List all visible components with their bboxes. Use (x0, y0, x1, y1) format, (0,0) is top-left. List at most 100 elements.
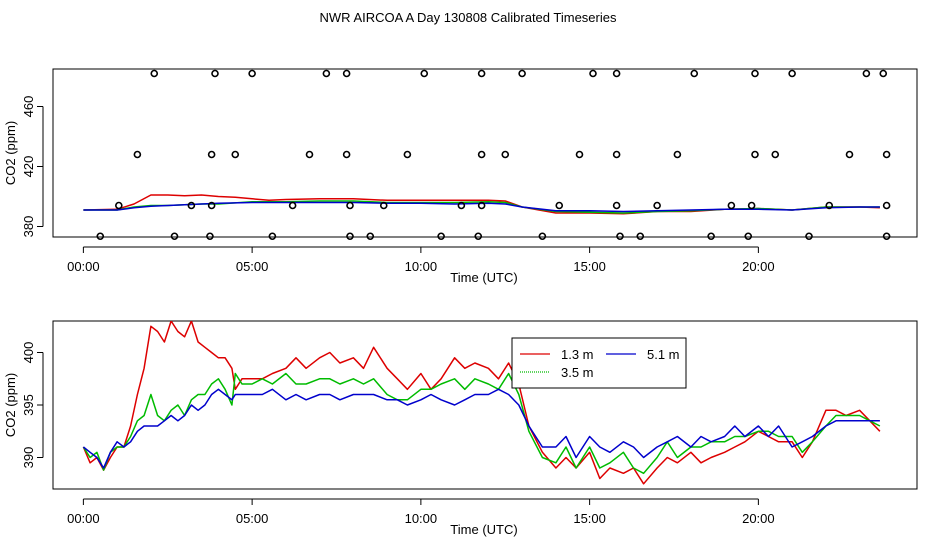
axis-ticks-top: 00:00 05:00 10:00 15:00 20:00 380 420 460 (21, 96, 775, 274)
outlier-point-58 (805, 232, 813, 241)
outlier-point-16 (207, 150, 216, 159)
outlier-point-41 (727, 201, 736, 210)
y-tick-label-0-1: 420 (21, 156, 36, 178)
x-tick-label-1-1: 05:00 (236, 511, 269, 526)
outlier-point-47 (206, 232, 214, 241)
y-tick-label-1-0: 390 (21, 447, 36, 469)
outlier-points-top (96, 69, 891, 241)
x-axis-label-bottom: Time (UTC) (450, 522, 517, 537)
x-axis-label-top: Time (UTC) (450, 270, 517, 285)
outlier-point-38 (555, 201, 564, 210)
outlier-point-3 (322, 69, 331, 78)
outlier-point-0 (150, 69, 159, 78)
y-tick-label-0-0: 380 (21, 216, 36, 238)
y-tick-label-1-2: 400 (21, 342, 36, 364)
outlier-point-25 (673, 150, 682, 159)
outlier-point-5 (420, 69, 429, 78)
legend: 1.3 m 5.1 m 3.5 m (511, 337, 687, 389)
outlier-point-4 (342, 69, 351, 78)
outlier-point-59 (882, 232, 891, 241)
outlier-point-44 (882, 201, 891, 210)
outlier-point-18 (305, 150, 314, 159)
legend-box (511, 337, 687, 389)
outlier-point-52 (474, 232, 483, 241)
outlier-point-2 (248, 69, 256, 78)
outlier-point-42 (747, 201, 756, 210)
outlier-point-29 (882, 150, 891, 159)
y-axis-label-top: CO2 (ppm) (3, 121, 18, 185)
x-tick-label-0-2: 10:00 (405, 259, 438, 274)
outlier-point-56 (707, 232, 715, 241)
y-tick-label-0-2: 460 (21, 96, 36, 118)
legend-label-5-1m: 5.1 m (647, 347, 680, 362)
outlier-point-6 (477, 69, 486, 78)
x-tick-label-1-4: 20:00 (742, 511, 775, 526)
outlier-point-30 (115, 201, 123, 210)
outlier-point-10 (690, 69, 699, 78)
outlier-point-1 (211, 69, 219, 78)
outlier-point-20 (403, 150, 412, 159)
legend-label-1-3m: 1.3 m (561, 347, 594, 362)
outlier-point-17 (231, 150, 240, 159)
outlier-point-54 (616, 232, 624, 241)
outlier-point-19 (342, 150, 351, 159)
series-line-0-5-1-m (83, 201, 880, 213)
outlier-point-28 (845, 150, 854, 159)
outlier-point-33 (288, 201, 297, 210)
x-tick-label-0-1: 05:00 (236, 259, 269, 274)
x-tick-label-0-0: 00:00 (67, 259, 100, 274)
outlier-point-46 (170, 232, 179, 241)
outlier-point-37 (477, 201, 486, 210)
outlier-point-31 (187, 201, 196, 210)
outlier-point-27 (771, 150, 780, 159)
outlier-point-43 (825, 201, 834, 210)
panel-bottom: 00:00 05:00 10:00 15:00 20:00 390 395 400 Time … (3, 320, 918, 537)
outlier-point-50 (366, 232, 375, 241)
outlier-point-14 (879, 69, 888, 78)
outlier-point-13 (862, 69, 871, 78)
outlier-point-35 (379, 201, 388, 210)
series-line-1-3-5-m (82, 372, 881, 475)
x-tick-label-0-3: 15:00 (573, 259, 606, 274)
y-axis-label-bottom: CO2 (ppm) (3, 373, 18, 437)
outlier-point-40 (653, 201, 661, 210)
outlier-point-24 (612, 150, 621, 159)
outlier-point-39 (612, 201, 621, 210)
outlier-point-15 (133, 150, 142, 159)
plot-frame-top (52, 68, 918, 238)
outlier-point-12 (788, 69, 796, 78)
x-tick-label-0-4: 20:00 (742, 259, 775, 274)
outlier-point-23 (575, 150, 584, 159)
plot-frame-bottom (52, 320, 918, 490)
series-line-1-1-3-m (82, 321, 881, 485)
x-tick-label-1-0: 00:00 (67, 511, 100, 526)
panel-top: 00:00 05:00 10:00 15:00 20:00 380 420 460 Time … (3, 68, 918, 285)
outlier-point-7 (518, 69, 526, 78)
outlier-point-8 (589, 69, 597, 78)
x-tick-label-1-2: 10:00 (405, 511, 438, 526)
outlier-point-36 (457, 201, 466, 210)
outlier-point-26 (751, 150, 759, 159)
outlier-point-45 (96, 232, 105, 241)
outlier-point-48 (268, 232, 277, 241)
outlier-point-32 (207, 201, 216, 210)
legend-label-3-5m: 3.5 m (561, 365, 594, 380)
figure-title: NWR AIRCOA A Day 130808 Calibrated Times… (320, 10, 617, 25)
outlier-point-51 (437, 232, 445, 241)
series-group-top (83, 194, 880, 215)
y-tick-label-1-1: 395 (21, 394, 36, 416)
series-group-bottom (82, 321, 881, 485)
outlier-point-34 (346, 201, 354, 210)
outlier-point-22 (501, 150, 510, 159)
outlier-point-57 (744, 232, 753, 241)
outlier-point-21 (477, 150, 486, 159)
outlier-point-11 (751, 69, 759, 78)
outlier-point-53 (538, 232, 547, 241)
outlier-point-9 (612, 69, 621, 78)
axis-ticks-bottom: 00:00 05:00 10:00 15:00 20:00 390 395 400 (21, 342, 775, 526)
outlier-point-49 (346, 232, 354, 241)
series-line-1-5-1-m (82, 388, 880, 469)
x-tick-label-1-3: 15:00 (573, 511, 606, 526)
outlier-point-55 (636, 232, 645, 241)
